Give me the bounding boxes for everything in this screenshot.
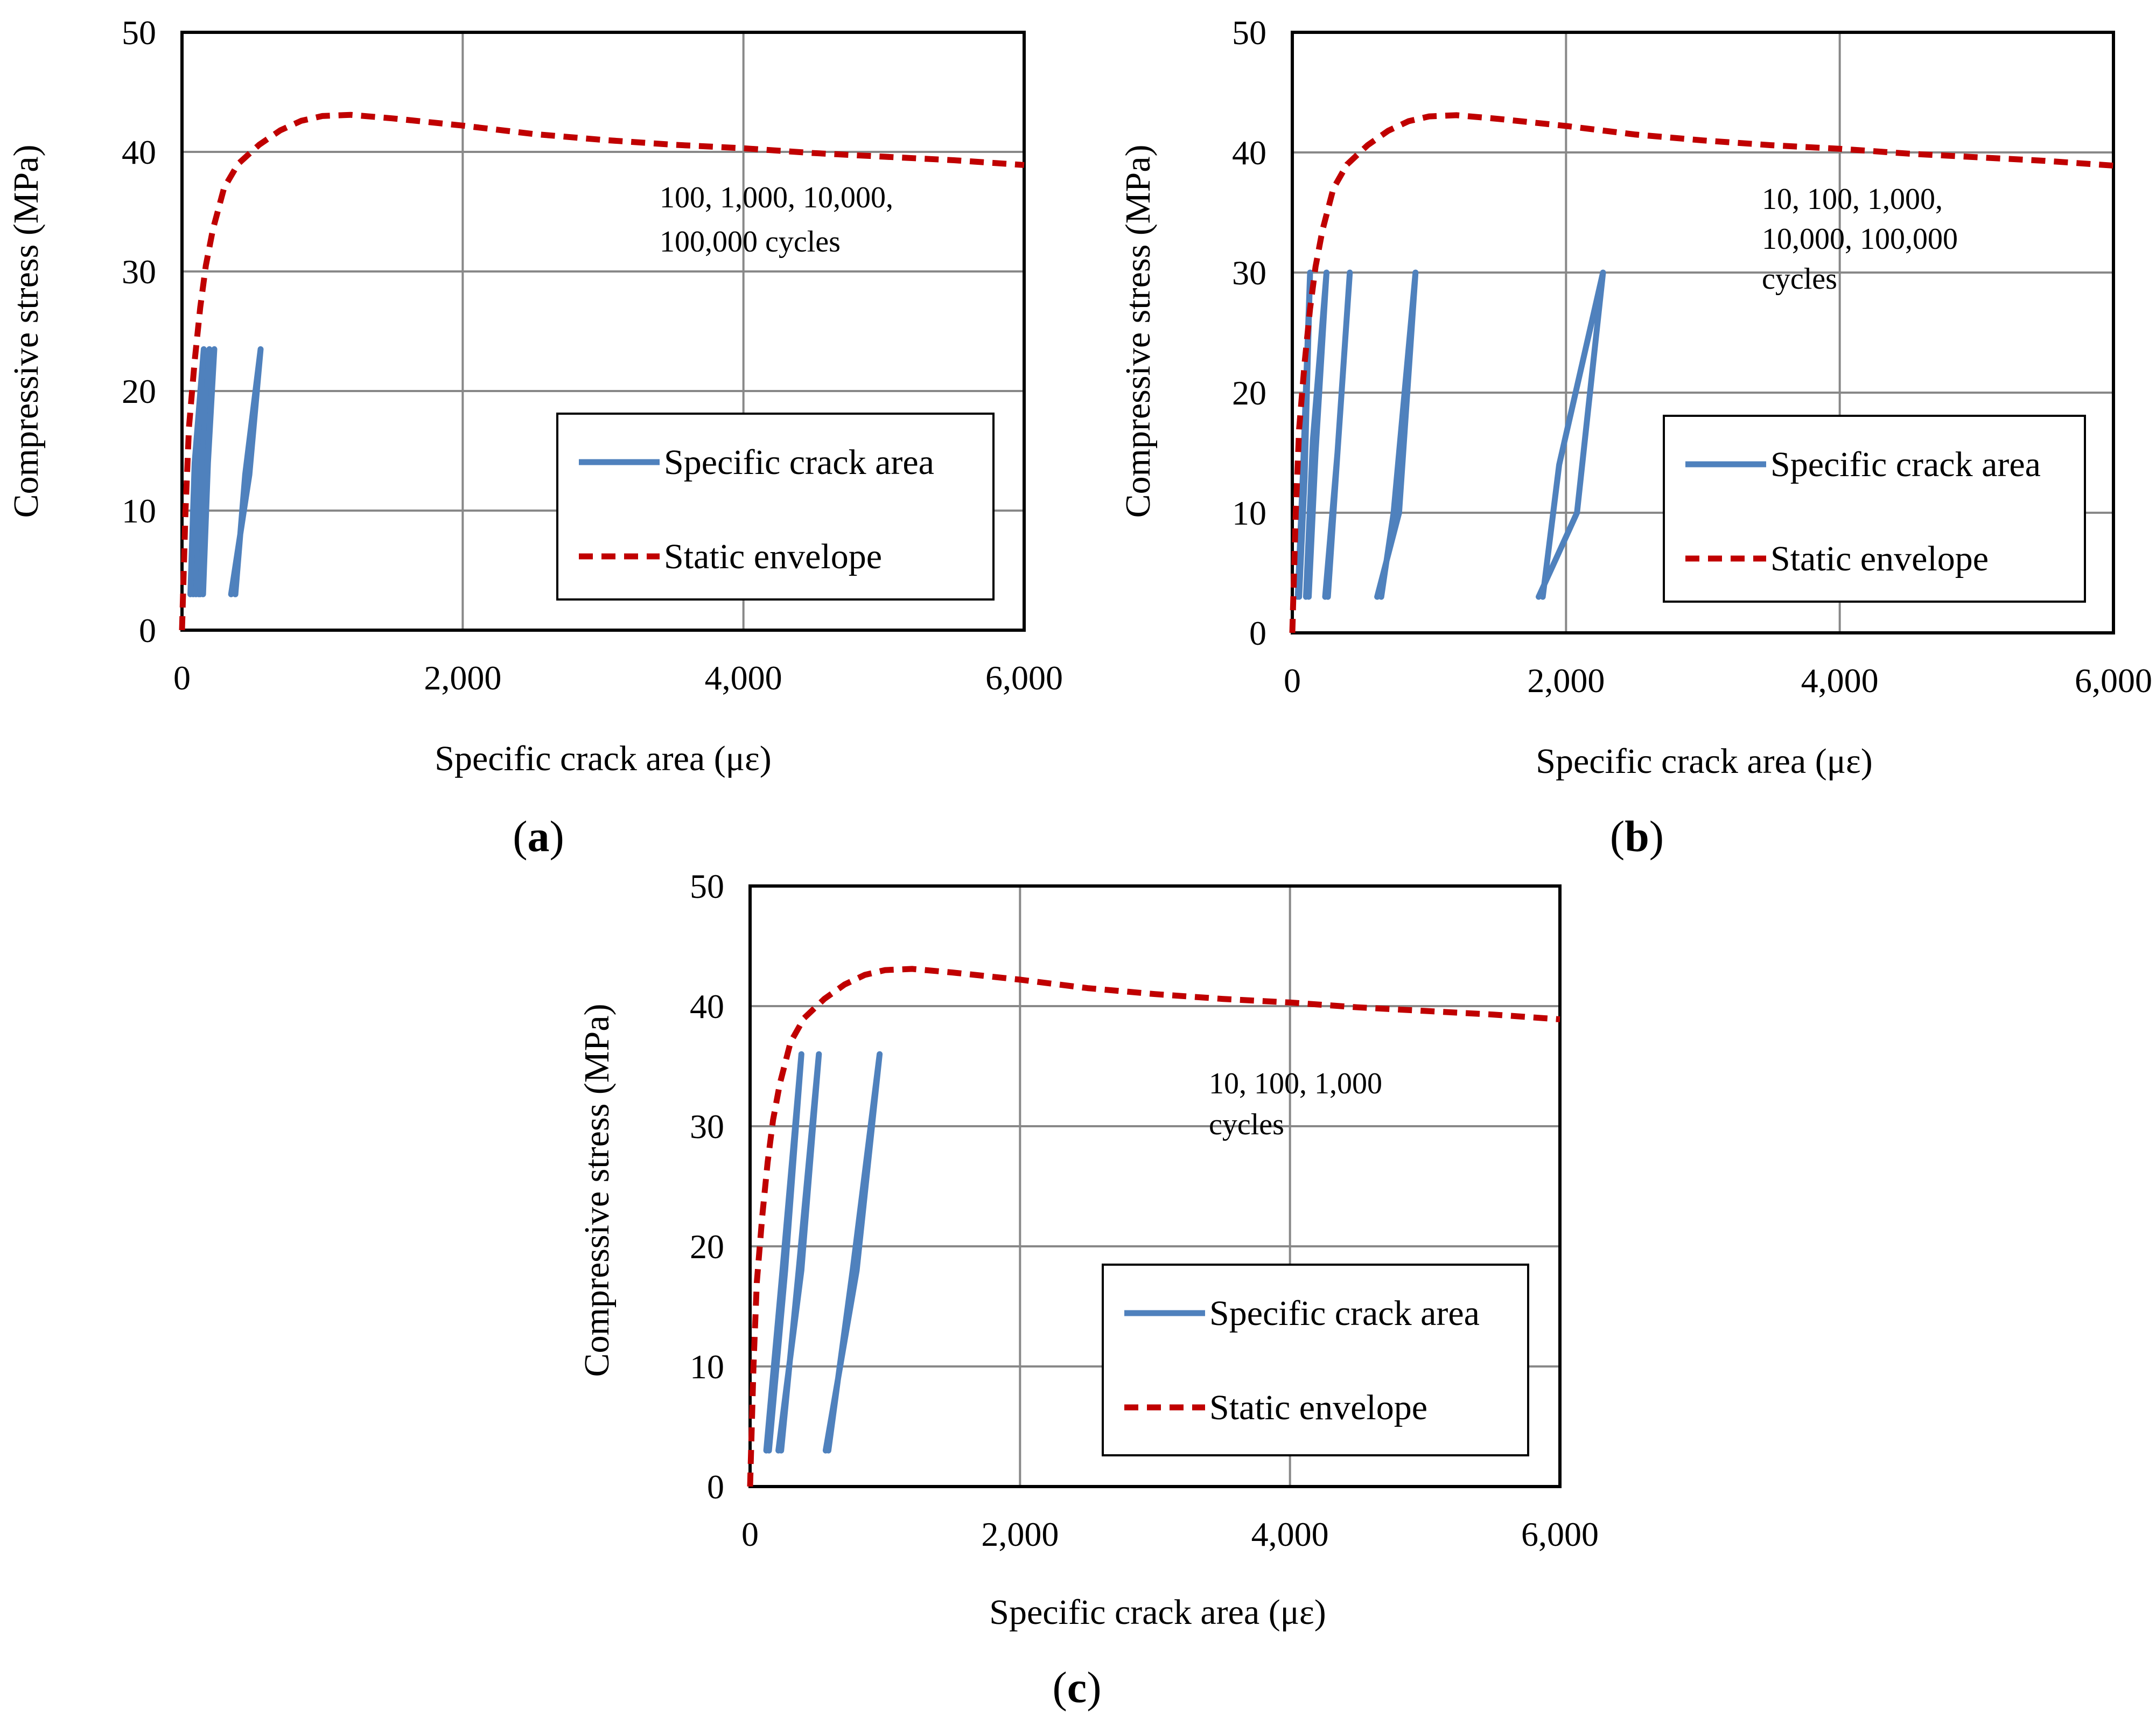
legend-box bbox=[556, 413, 995, 601]
legend: Specific crack area Static envelope bbox=[1102, 1264, 1529, 1456]
y-tick-label: 10 bbox=[1232, 494, 1266, 532]
plot-frame bbox=[180, 31, 1026, 632]
y-tick-label: 0 bbox=[139, 611, 156, 650]
cycles-annotation: 100,000 cycles bbox=[660, 225, 841, 259]
legend-label: Static envelope bbox=[1209, 1388, 1427, 1427]
y-axis-title: Compressive stress (MPa) bbox=[1118, 145, 1158, 518]
cycles-annotation: 10,000, 100,000 bbox=[1762, 222, 1958, 256]
y-tick-label: 30 bbox=[690, 1107, 724, 1146]
y-tick-label: 40 bbox=[122, 133, 156, 171]
x-tick-label: 6,000 bbox=[2075, 661, 2152, 700]
x-axis-title: Specific crack area (με) bbox=[1536, 742, 1873, 781]
y-tick-label: 50 bbox=[690, 867, 724, 905]
x-tick-label: 4,000 bbox=[1251, 1515, 1329, 1553]
legend-label: Specific crack area bbox=[1770, 445, 2041, 484]
cycles-annotation: cycles bbox=[1209, 1108, 1284, 1141]
x-tick-label: 2,000 bbox=[981, 1515, 1059, 1553]
legend-label: Specific crack area bbox=[664, 443, 934, 482]
crack-area-loop bbox=[775, 1051, 822, 1454]
x-tick-label: 2,000 bbox=[424, 659, 501, 697]
y-tick-label: 10 bbox=[690, 1348, 724, 1386]
cycles-annotation: 100, 1,000, 10,000, bbox=[660, 181, 893, 214]
legend: Specific crack area Static envelope bbox=[1663, 415, 2086, 603]
y-tick-label: 30 bbox=[122, 253, 156, 291]
y-tick-label: 0 bbox=[707, 1468, 724, 1506]
legend-label: Specific crack area bbox=[1209, 1294, 1480, 1333]
crack-area-loop bbox=[1374, 269, 1419, 600]
y-tick-label: 20 bbox=[690, 1227, 724, 1266]
crack-area-loop bbox=[228, 346, 264, 597]
y-tick-label: 40 bbox=[1232, 134, 1266, 172]
static-envelope-line bbox=[179, 111, 1025, 631]
crack-area-loop bbox=[1322, 269, 1353, 600]
x-tick-label: 4,000 bbox=[1801, 661, 1879, 700]
y-tick-label: 10 bbox=[122, 492, 156, 530]
x-tick-label: 0 bbox=[173, 659, 191, 697]
y-tick-label: 30 bbox=[1232, 254, 1266, 292]
y-tick-label: 0 bbox=[1249, 614, 1266, 652]
x-tick-label: 6,000 bbox=[1521, 1515, 1599, 1553]
cycles-annotation: cycles bbox=[1762, 262, 1837, 296]
crack-area-loop bbox=[197, 346, 218, 597]
crack-area-loop bbox=[1294, 269, 1313, 600]
plot-frame bbox=[748, 884, 1562, 1488]
chart-panel-c: 0 2,000 4,000 6,000 0 10 20 30 40 50 Specific crac… bbox=[577, 867, 1599, 1712]
legend: Specific crack area Static envelope bbox=[556, 413, 995, 601]
x-tick-label: 0 bbox=[1284, 661, 1301, 700]
x-axis-title: Specific crack area (με) bbox=[435, 739, 772, 778]
y-tick-label: 20 bbox=[1232, 374, 1266, 412]
cycles-annotation: 10, 100, 1,000 bbox=[1209, 1067, 1382, 1100]
crack-area-loop bbox=[187, 346, 207, 597]
x-tick-label: 0 bbox=[741, 1515, 759, 1553]
y-tick-label: 50 bbox=[1232, 13, 1266, 52]
y-axis-title: Compressive stress (MPa) bbox=[577, 1004, 617, 1377]
plot-frame bbox=[1291, 31, 2115, 634]
chart-panel-a: 0 2,000 4,000 6,000 0 10 20 30 40 50 Specific crac… bbox=[6, 13, 1063, 861]
panel-label: (a) bbox=[513, 812, 564, 861]
static-envelope-line bbox=[1289, 112, 2114, 633]
legend-label: Static envelope bbox=[1770, 539, 1989, 578]
x-tick-label: 6,000 bbox=[985, 659, 1063, 697]
x-axis-title: Specific crack area (με) bbox=[989, 1593, 1326, 1632]
chart-panel-b: 0 2,000 4,000 6,000 0 10 20 30 40 50 Specific crac… bbox=[1118, 13, 2152, 861]
x-tick-label: 4,000 bbox=[705, 659, 782, 697]
panel-label: (b) bbox=[1610, 812, 1664, 861]
y-tick-label: 40 bbox=[690, 987, 724, 1026]
legend-box bbox=[1102, 1264, 1529, 1456]
y-axis-title: Compressive stress (MPa) bbox=[6, 145, 46, 518]
y-tick-label: 50 bbox=[122, 13, 156, 52]
legend-label: Static envelope bbox=[664, 537, 882, 576]
crack-area-loop bbox=[1303, 269, 1329, 600]
crack-area-loop bbox=[822, 1051, 883, 1454]
y-tick-label: 20 bbox=[122, 372, 156, 410]
crack-area-loop bbox=[763, 1051, 804, 1454]
cycles-annotation: 10, 100, 1,000, bbox=[1762, 183, 1943, 216]
panel-label: (c) bbox=[1052, 1663, 1101, 1712]
crack-area-loop bbox=[1536, 269, 1606, 600]
x-tick-label: 2,000 bbox=[1527, 661, 1605, 700]
legend-box bbox=[1663, 415, 2086, 603]
